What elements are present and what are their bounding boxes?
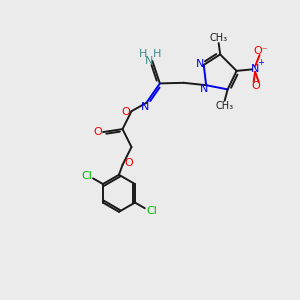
Text: CH₃: CH₃ (210, 33, 228, 43)
Text: O: O (252, 81, 260, 92)
Text: O: O (124, 158, 133, 168)
Text: O: O (122, 107, 130, 117)
Text: Cl: Cl (81, 171, 92, 181)
Text: N: N (251, 64, 259, 74)
Text: Cl: Cl (146, 206, 157, 216)
Text: H: H (139, 50, 147, 59)
Text: N: N (200, 84, 208, 94)
Text: H: H (152, 50, 161, 59)
Text: CH₃: CH₃ (216, 101, 234, 111)
Text: N: N (145, 56, 154, 66)
Text: +: + (257, 58, 264, 67)
Text: O: O (93, 127, 102, 137)
Text: N: N (196, 59, 204, 69)
Text: O⁻: O⁻ (254, 46, 268, 56)
Text: N: N (141, 102, 150, 112)
